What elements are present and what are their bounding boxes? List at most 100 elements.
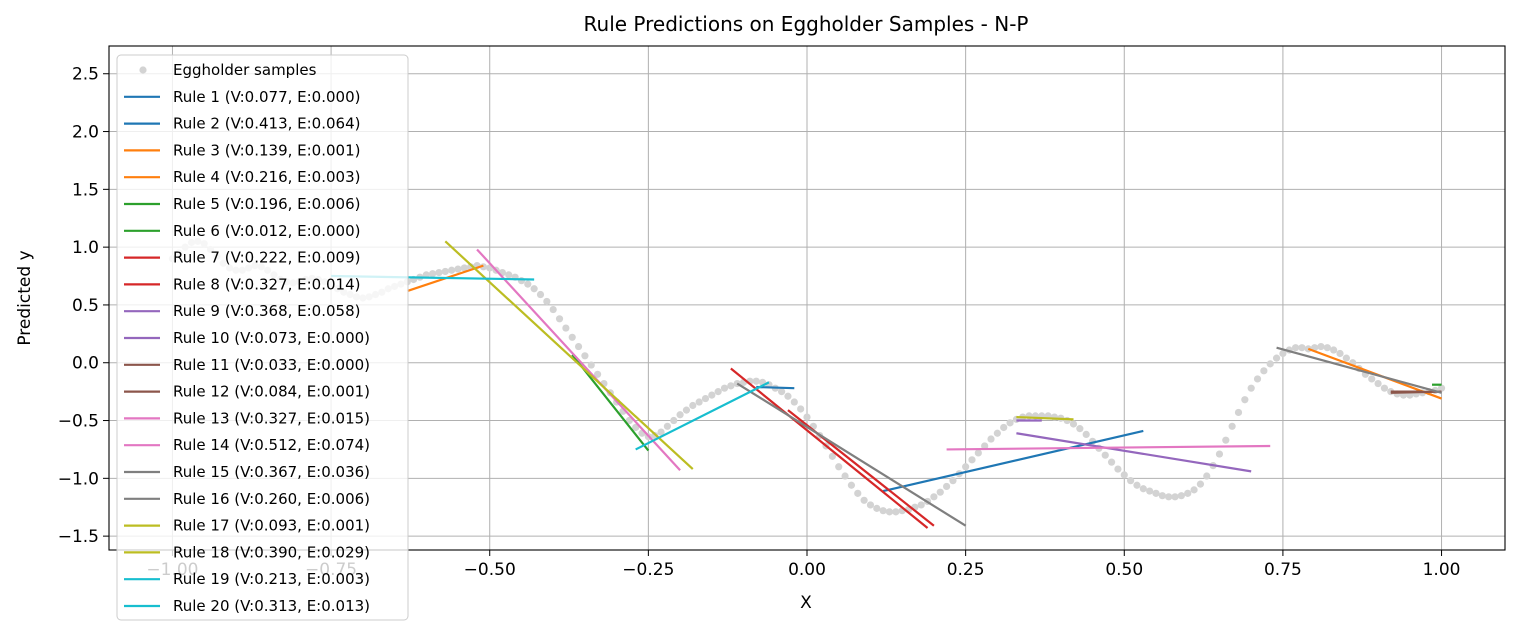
x-tick-label: −0.25	[622, 560, 674, 580]
sample-point	[435, 268, 443, 277]
sample-point	[1380, 384, 1389, 392]
sample-point	[555, 315, 564, 323]
sample-point	[1139, 485, 1147, 493]
sample-point	[790, 398, 798, 406]
x-tick-label: 0.75	[1264, 560, 1302, 580]
sample-point	[1165, 493, 1173, 501]
legend-label-rule-17: Rule 17 (V:0.093, E:0.001)	[173, 517, 370, 535]
sample-point	[936, 488, 944, 496]
x-axis-label: X	[800, 593, 812, 613]
sample-point	[682, 406, 691, 414]
y-tick-label: 0.0	[72, 354, 99, 374]
sample-point	[524, 280, 532, 288]
sample-point	[847, 481, 856, 489]
sample-point	[587, 361, 595, 369]
sample-point	[543, 297, 551, 306]
sample-point	[841, 472, 849, 480]
sample-point	[1177, 492, 1185, 500]
sample-point	[981, 442, 989, 450]
sample-point	[993, 429, 1001, 437]
sample-point	[1101, 451, 1109, 459]
y-tick-label: 2.5	[72, 65, 99, 85]
sample-point	[1234, 408, 1243, 417]
y-tick-label: −1.5	[58, 527, 99, 547]
sample-point	[1133, 481, 1141, 489]
rule-13-line	[476, 248, 681, 471]
rule-9-line	[1016, 432, 1252, 473]
sample-point	[1342, 354, 1350, 362]
legend-label-rule-3: Rule 3 (V:0.139, E:0.001)	[173, 141, 360, 159]
sample-point	[828, 452, 836, 460]
sample-point	[778, 388, 786, 396]
sample-point	[1279, 349, 1287, 358]
sample-point	[879, 507, 887, 515]
sample-point	[448, 266, 456, 274]
sample-point	[835, 463, 843, 471]
sample-point	[1196, 480, 1205, 488]
sample-point	[803, 413, 811, 421]
sample-point	[1222, 436, 1230, 444]
sample-point	[1076, 425, 1084, 433]
sample-point	[549, 305, 557, 314]
rule-14-line	[946, 444, 1271, 451]
legend-label-rule-19: Rule 19 (V:0.213, E:0.003)	[173, 570, 370, 588]
sample-point	[568, 333, 576, 341]
rule-12-line	[1390, 390, 1442, 394]
sample-point	[536, 290, 545, 299]
sample-point	[1120, 471, 1128, 479]
sample-point	[885, 508, 894, 516]
sample-point	[1190, 486, 1198, 494]
y-tick-label: −1.0	[58, 469, 99, 489]
sample-point	[1146, 487, 1154, 495]
sample-point	[657, 428, 665, 436]
sample-point	[517, 277, 526, 285]
sample-point	[968, 456, 976, 464]
sample-point	[752, 377, 760, 385]
y-tick-label: 1.5	[72, 180, 99, 200]
sample-point	[594, 370, 602, 378]
sample-point	[1114, 465, 1122, 473]
y-tick-label: 0.5	[72, 296, 99, 316]
legend: Eggholder samples Rule 1 (V:0.077, E:0.00…	[116, 54, 409, 621]
legend-label-samples: Eggholder samples	[173, 61, 317, 79]
sample-point	[701, 394, 710, 403]
rule-16-line	[1276, 346, 1442, 394]
rule-19-line	[635, 381, 770, 451]
legend-label-rule-6: Rule 6 (V:0.012, E:0.000)	[173, 222, 360, 240]
legend-label-rule-7: Rule 7 (V:0.222, E:0.009)	[173, 249, 360, 267]
sample-point	[632, 423, 640, 432]
sample-point	[562, 324, 570, 332]
legend-label-rule-9: Rule 9 (V:0.368, E:0.058)	[173, 302, 360, 320]
sample-point	[727, 382, 735, 390]
sample-point	[797, 405, 805, 413]
legend-label-rule-20: Rule 20 (V:0.313, E:0.013)	[173, 597, 370, 615]
sample-point	[1437, 384, 1446, 392]
legend-label-rule-10: Rule 10 (V:0.073, E:0.000)	[173, 329, 370, 347]
x-tick-label: 0.50	[1105, 560, 1143, 580]
sample-point	[1292, 344, 1300, 352]
sample-point	[854, 489, 862, 497]
rule-2-line	[882, 429, 1144, 493]
sample-point	[1317, 342, 1325, 351]
legend-box	[116, 54, 409, 621]
sample-point	[1253, 375, 1262, 383]
y-tick-label: 1.0	[72, 238, 99, 258]
sample-point	[714, 388, 722, 396]
sample-point	[505, 271, 513, 279]
sample-point	[454, 265, 462, 273]
x-tick-label: 0.25	[947, 560, 985, 580]
legend-label-rule-14: Rule 14 (V:0.512, E:0.074)	[173, 436, 370, 454]
sample-point	[1228, 422, 1236, 430]
chart-title: Rule Predictions on Eggholder Samples - …	[584, 12, 1029, 36]
sample-point	[1266, 360, 1274, 368]
sample-point	[441, 267, 449, 276]
sample-point	[530, 285, 538, 293]
sample-point	[1127, 477, 1135, 485]
sample-point	[949, 477, 957, 485]
sample-point	[663, 422, 672, 430]
legend-label-rule-15: Rule 15 (V:0.367, E:0.036)	[173, 463, 370, 481]
sample-point	[689, 401, 697, 410]
sample-point	[917, 501, 925, 509]
sample-point	[1215, 450, 1224, 458]
rule-7-line	[730, 367, 929, 529]
